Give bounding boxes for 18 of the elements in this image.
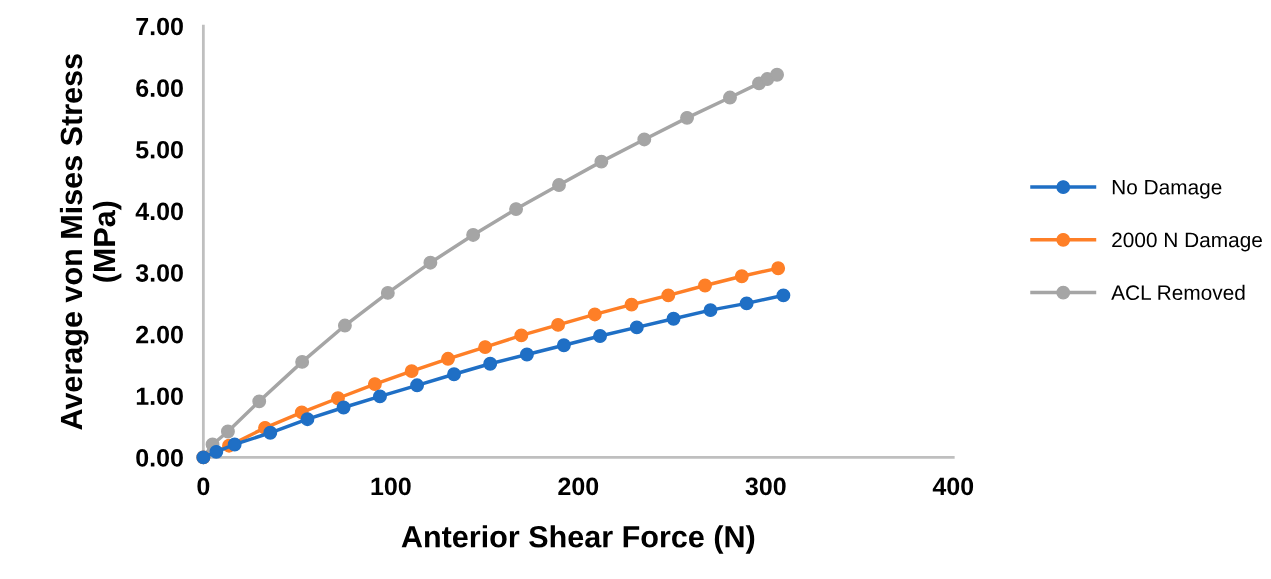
legend-label: No Damage [1112,180,1222,199]
x-tick-label: 300 [745,477,786,496]
y-axis-title: Average von Mises Stress (MPa) [59,54,122,430]
y-tick-label: 7.00 [136,17,183,36]
x-tick-label: 100 [371,477,411,496]
x-tick-label: 0 [197,477,210,496]
legend-label: ACL Removed [1111,284,1245,301]
x-tick-label: 400 [932,477,974,496]
x-axis-title: Anterior Shear Force (N) [401,525,755,554]
y-tick-label: 2.00 [136,325,183,344]
legend-label: 2000 N Damage [1112,232,1262,252]
y-tick-label: 3.00 [135,264,183,282]
y-tick-label: 0.00 [136,449,183,467]
y-tick-label: 5.00 [136,140,183,159]
y-tick-label: 4.00 [135,202,183,221]
x-tick-label: 200 [558,477,599,496]
y-tick-label: 1.00 [136,387,183,406]
y-tick-label: 6.00 [136,79,183,97]
